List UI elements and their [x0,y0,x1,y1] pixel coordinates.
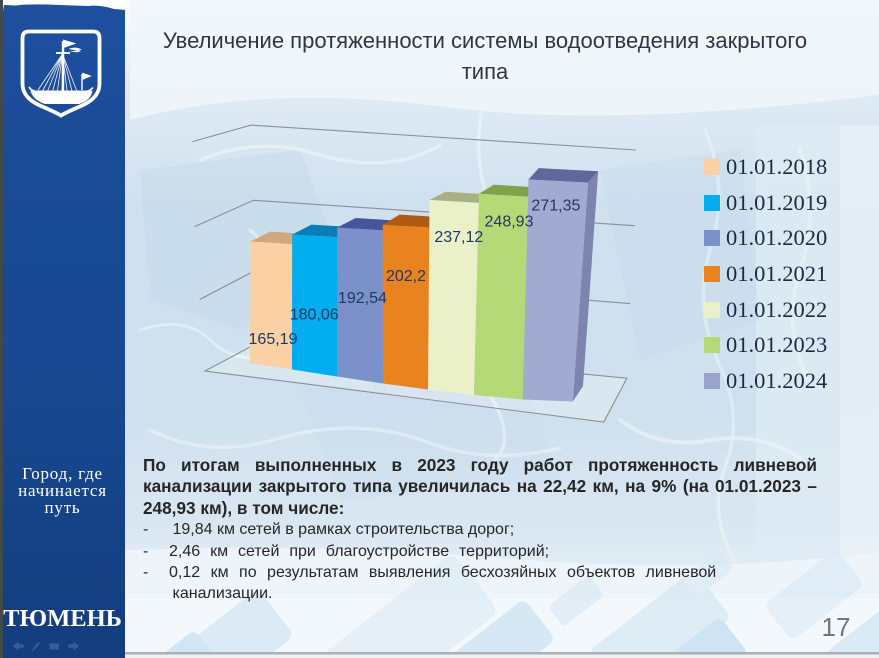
svg-text:202,2: 202,2 [386,268,426,285]
svg-text:192,54: 192,54 [338,290,387,307]
svg-text:180,06: 180,06 [290,306,339,323]
svg-text:165,19: 165,19 [249,331,298,348]
svg-text:248,93: 248,93 [485,213,534,230]
svg-text:271,35: 271,35 [531,197,580,214]
svg-text:237,12: 237,12 [434,229,483,246]
